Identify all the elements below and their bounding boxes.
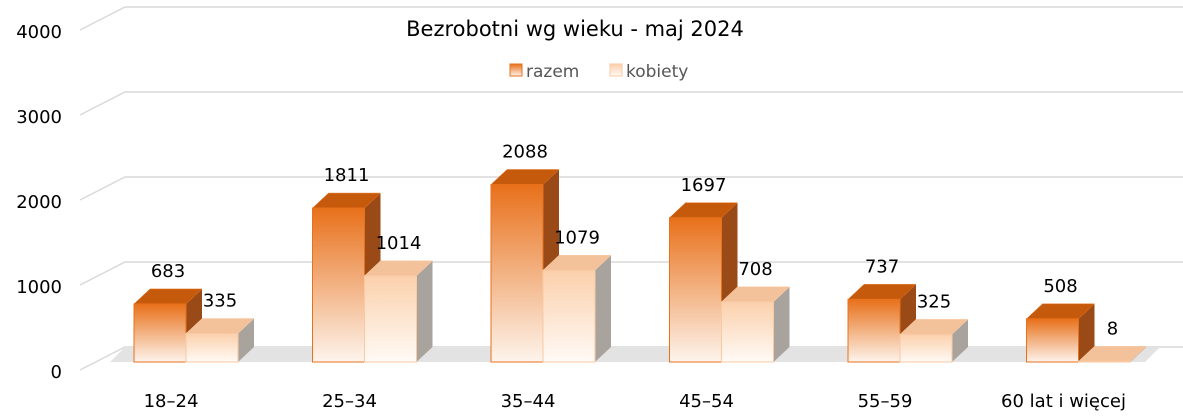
legend-label: razem bbox=[526, 62, 579, 82]
bar bbox=[899, 333, 953, 363]
y-tick-label: 2000 bbox=[16, 192, 62, 213]
grid-line bbox=[79, 176, 1183, 201]
x-tick-label: 18–24 bbox=[144, 391, 199, 412]
value-label: 2088 bbox=[502, 142, 548, 163]
bar bbox=[490, 184, 544, 363]
value-label: 1079 bbox=[554, 227, 600, 248]
bar bbox=[364, 275, 417, 363]
y-tick-label: 3000 bbox=[16, 107, 62, 128]
legend-label: kobiety bbox=[626, 62, 688, 82]
value-label: 1811 bbox=[324, 165, 370, 186]
value-label: 737 bbox=[865, 256, 899, 277]
grid-line bbox=[79, 261, 1183, 286]
bar-side bbox=[416, 260, 433, 362]
bar-side bbox=[1078, 303, 1095, 362]
y-tick-label: 0 bbox=[51, 362, 62, 383]
x-tick-label: 25–34 bbox=[322, 391, 377, 412]
value-label: 8 bbox=[1107, 318, 1118, 339]
floor bbox=[110, 347, 1160, 362]
bar-side bbox=[595, 255, 611, 362]
bar bbox=[1078, 360, 1131, 363]
x-tick-label: 55–59 bbox=[858, 391, 913, 412]
bar bbox=[542, 269, 596, 363]
legend-swatch bbox=[509, 63, 523, 77]
bar-side bbox=[952, 319, 968, 362]
value-label: 708 bbox=[738, 259, 772, 280]
bar bbox=[669, 217, 722, 363]
value-label: 335 bbox=[203, 291, 237, 312]
value-label: 325 bbox=[917, 291, 951, 312]
bar-side bbox=[238, 318, 254, 362]
x-tick-label: 60 lat i więcej bbox=[1001, 391, 1126, 412]
value-label: 508 bbox=[1043, 276, 1077, 297]
y-tick-label: 1000 bbox=[16, 277, 62, 298]
bar-side bbox=[773, 286, 790, 362]
bar bbox=[133, 303, 187, 363]
chart-title: Bezrobotni wg wieku - maj 2024 bbox=[406, 17, 744, 41]
bar bbox=[185, 333, 239, 363]
value-label: 683 bbox=[151, 261, 185, 282]
value-label: 1014 bbox=[376, 233, 422, 254]
y-tick-label: 4000 bbox=[16, 22, 62, 43]
bar bbox=[312, 207, 365, 363]
bar bbox=[1026, 318, 1079, 363]
bar bbox=[721, 301, 774, 363]
legend-swatch bbox=[609, 63, 623, 77]
grid-line bbox=[79, 91, 1183, 116]
value-label: 1697 bbox=[681, 175, 727, 196]
x-tick-label: 45–54 bbox=[679, 391, 734, 412]
bar bbox=[847, 298, 901, 363]
x-tick-label: 35–44 bbox=[501, 391, 556, 412]
grid-line bbox=[79, 6, 1183, 31]
